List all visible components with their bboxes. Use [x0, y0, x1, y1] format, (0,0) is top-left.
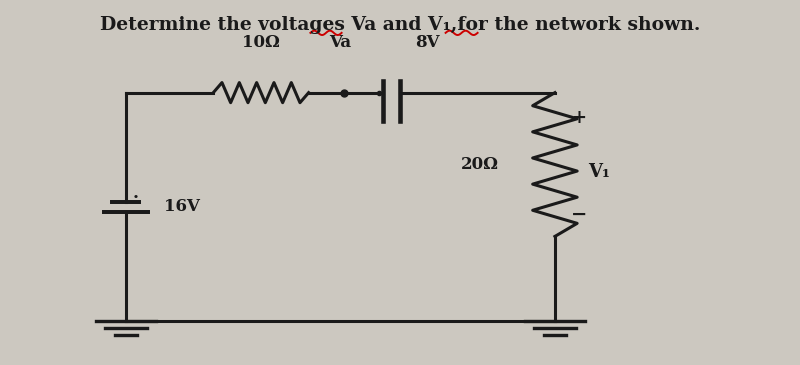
Text: 20Ω: 20Ω	[461, 156, 498, 173]
Text: −: −	[570, 206, 587, 224]
Text: 10Ω: 10Ω	[242, 34, 280, 51]
Text: ·: ·	[131, 187, 139, 210]
Text: 8V: 8V	[414, 34, 439, 51]
Text: +: +	[571, 109, 586, 127]
Text: 16V: 16V	[164, 198, 200, 215]
Text: Va: Va	[330, 34, 351, 51]
Text: Determine the voltages Va and V₁,for the network shown.: Determine the voltages Va and V₁,for the…	[100, 16, 700, 34]
Text: V₁: V₁	[588, 163, 610, 181]
